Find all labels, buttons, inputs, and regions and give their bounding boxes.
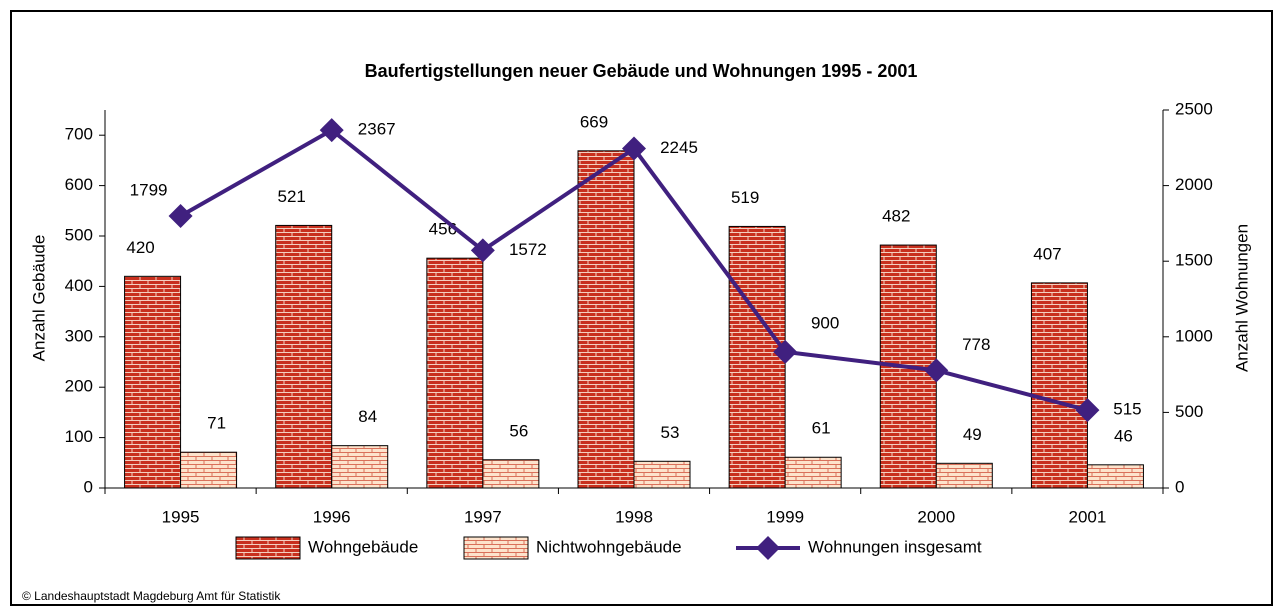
bar-value-label: 71 [207, 414, 226, 433]
y-tick-label: 300 [65, 326, 93, 345]
x-tick-label: 1997 [464, 507, 502, 526]
line-marker [168, 203, 193, 228]
x-tick-label: 2000 [917, 507, 955, 526]
line-marker [470, 238, 495, 263]
bar [784, 456, 842, 489]
line-marker [1075, 398, 1100, 423]
bar [935, 462, 993, 489]
bar-value-label: 519 [731, 188, 759, 207]
bar-value-label: 46 [1114, 426, 1133, 445]
bar [275, 224, 333, 489]
y-tick-label: 500 [65, 225, 93, 244]
bar-value-label: 61 [812, 419, 831, 438]
legend-swatch [235, 536, 301, 560]
y2-tick-label: 500 [1175, 402, 1203, 421]
x-tick-label: 1999 [766, 507, 804, 526]
line-value-label: 1799 [130, 180, 168, 199]
bar-value-label: 53 [661, 423, 680, 442]
bar-value-label: 669 [580, 112, 608, 131]
y-axis-label: Anzahl Gebäude [29, 235, 48, 362]
bar-value-label: 521 [278, 187, 306, 206]
y-tick-label: 600 [65, 175, 93, 194]
y-tick-label: 700 [65, 125, 93, 144]
bar-value-label: 407 [1033, 244, 1061, 263]
line-value-label: 2367 [358, 120, 396, 139]
source-note: © Landeshauptstadt Magdeburg Amt für Sta… [22, 589, 281, 603]
bar [633, 460, 691, 489]
bar-value-label: 84 [358, 407, 377, 426]
line-value-label: 778 [962, 335, 990, 354]
line-marker [924, 358, 949, 383]
bar [1086, 464, 1144, 489]
y2-tick-label: 1000 [1175, 326, 1213, 345]
legend-label: Wohnungen insgesamt [808, 537, 982, 556]
bar-value-label: 456 [429, 220, 457, 239]
line-marker [319, 118, 344, 143]
legend-label: Nichtwohngebäude [536, 537, 682, 556]
x-tick-label: 1998 [615, 507, 653, 526]
x-tick-label: 2001 [1069, 507, 1107, 526]
x-tick-label: 1995 [162, 507, 200, 526]
line-value-label: 2245 [660, 138, 698, 157]
y-tick-label: 0 [84, 477, 93, 496]
chart-title: Baufertigstellungen neuer Gebäude und Wo… [365, 61, 918, 81]
y2-axis-label: Anzahl Wohnungen [1232, 224, 1251, 372]
legend-label: Wohngebäude [308, 537, 418, 556]
line-value-label: 900 [811, 313, 839, 332]
line-marker [622, 136, 646, 161]
bar [124, 275, 182, 489]
line-value-label: 1572 [509, 240, 547, 259]
y2-tick-label: 1500 [1175, 251, 1213, 270]
bar [728, 225, 786, 489]
bar [180, 451, 238, 489]
y2-tick-label: 2000 [1175, 175, 1213, 194]
line-value-label: 515 [1113, 400, 1141, 419]
legend-swatch [463, 536, 529, 560]
bar-value-label: 420 [126, 238, 154, 257]
bar [482, 459, 540, 489]
y2-tick-label: 0 [1175, 477, 1184, 496]
y-tick-label: 200 [65, 377, 93, 396]
bar [426, 257, 484, 489]
line-marker [773, 339, 798, 364]
y-tick-label: 100 [65, 427, 93, 446]
x-tick-label: 1996 [313, 507, 351, 526]
bar-value-label: 482 [882, 207, 910, 226]
bar-value-label: 49 [963, 425, 982, 444]
legend-marker [756, 536, 780, 560]
y-tick-label: 400 [65, 276, 93, 295]
bar [331, 445, 389, 489]
frame [10, 10, 1273, 606]
bar-value-label: 56 [509, 421, 528, 440]
bar [577, 150, 635, 489]
bar [1030, 282, 1088, 489]
y2-tick-label: 2500 [1175, 99, 1213, 118]
